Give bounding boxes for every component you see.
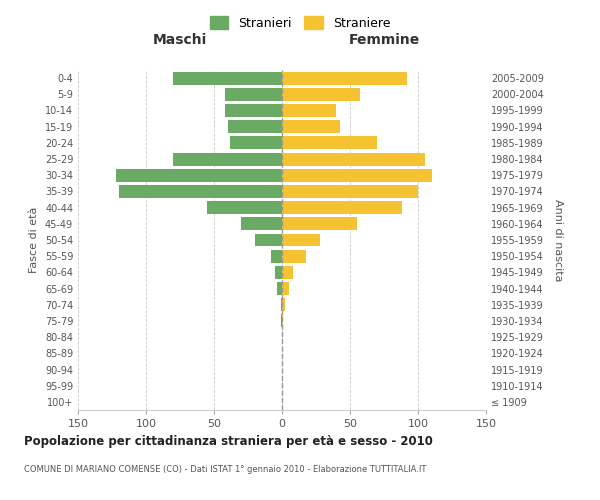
Bar: [281, 314, 282, 328]
Bar: [282, 120, 340, 133]
Bar: [225, 88, 282, 101]
Bar: [230, 136, 282, 149]
Bar: [207, 201, 282, 214]
Bar: [227, 120, 282, 133]
Y-axis label: Anni di nascita: Anni di nascita: [553, 198, 563, 281]
Bar: [282, 152, 425, 166]
Text: Maschi: Maschi: [153, 34, 207, 48]
Text: Femmine: Femmine: [349, 34, 419, 48]
Bar: [282, 104, 337, 117]
Bar: [282, 266, 293, 279]
Bar: [119, 185, 282, 198]
Bar: [255, 234, 282, 246]
Bar: [282, 72, 407, 85]
Bar: [225, 104, 282, 117]
Bar: [282, 88, 359, 101]
Bar: [282, 314, 283, 328]
Bar: [281, 298, 282, 311]
Bar: [282, 298, 285, 311]
Bar: [282, 218, 357, 230]
Bar: [282, 250, 307, 262]
Y-axis label: Fasce di età: Fasce di età: [29, 207, 39, 273]
Bar: [277, 282, 282, 295]
Bar: [173, 152, 282, 166]
Legend: Stranieri, Straniere: Stranieri, Straniere: [205, 11, 395, 35]
Bar: [282, 136, 377, 149]
Text: Popolazione per cittadinanza straniera per età e sesso - 2010: Popolazione per cittadinanza straniera p…: [24, 435, 433, 448]
Bar: [173, 72, 282, 85]
Bar: [241, 218, 282, 230]
Bar: [275, 266, 282, 279]
Bar: [271, 250, 282, 262]
Bar: [282, 169, 431, 181]
Bar: [282, 282, 289, 295]
Text: COMUNE DI MARIANO COMENSE (CO) - Dati ISTAT 1° gennaio 2010 - Elaborazione TUTTI: COMUNE DI MARIANO COMENSE (CO) - Dati IS…: [24, 465, 427, 474]
Bar: [116, 169, 282, 181]
Bar: [282, 185, 418, 198]
Bar: [282, 234, 320, 246]
Bar: [282, 201, 401, 214]
